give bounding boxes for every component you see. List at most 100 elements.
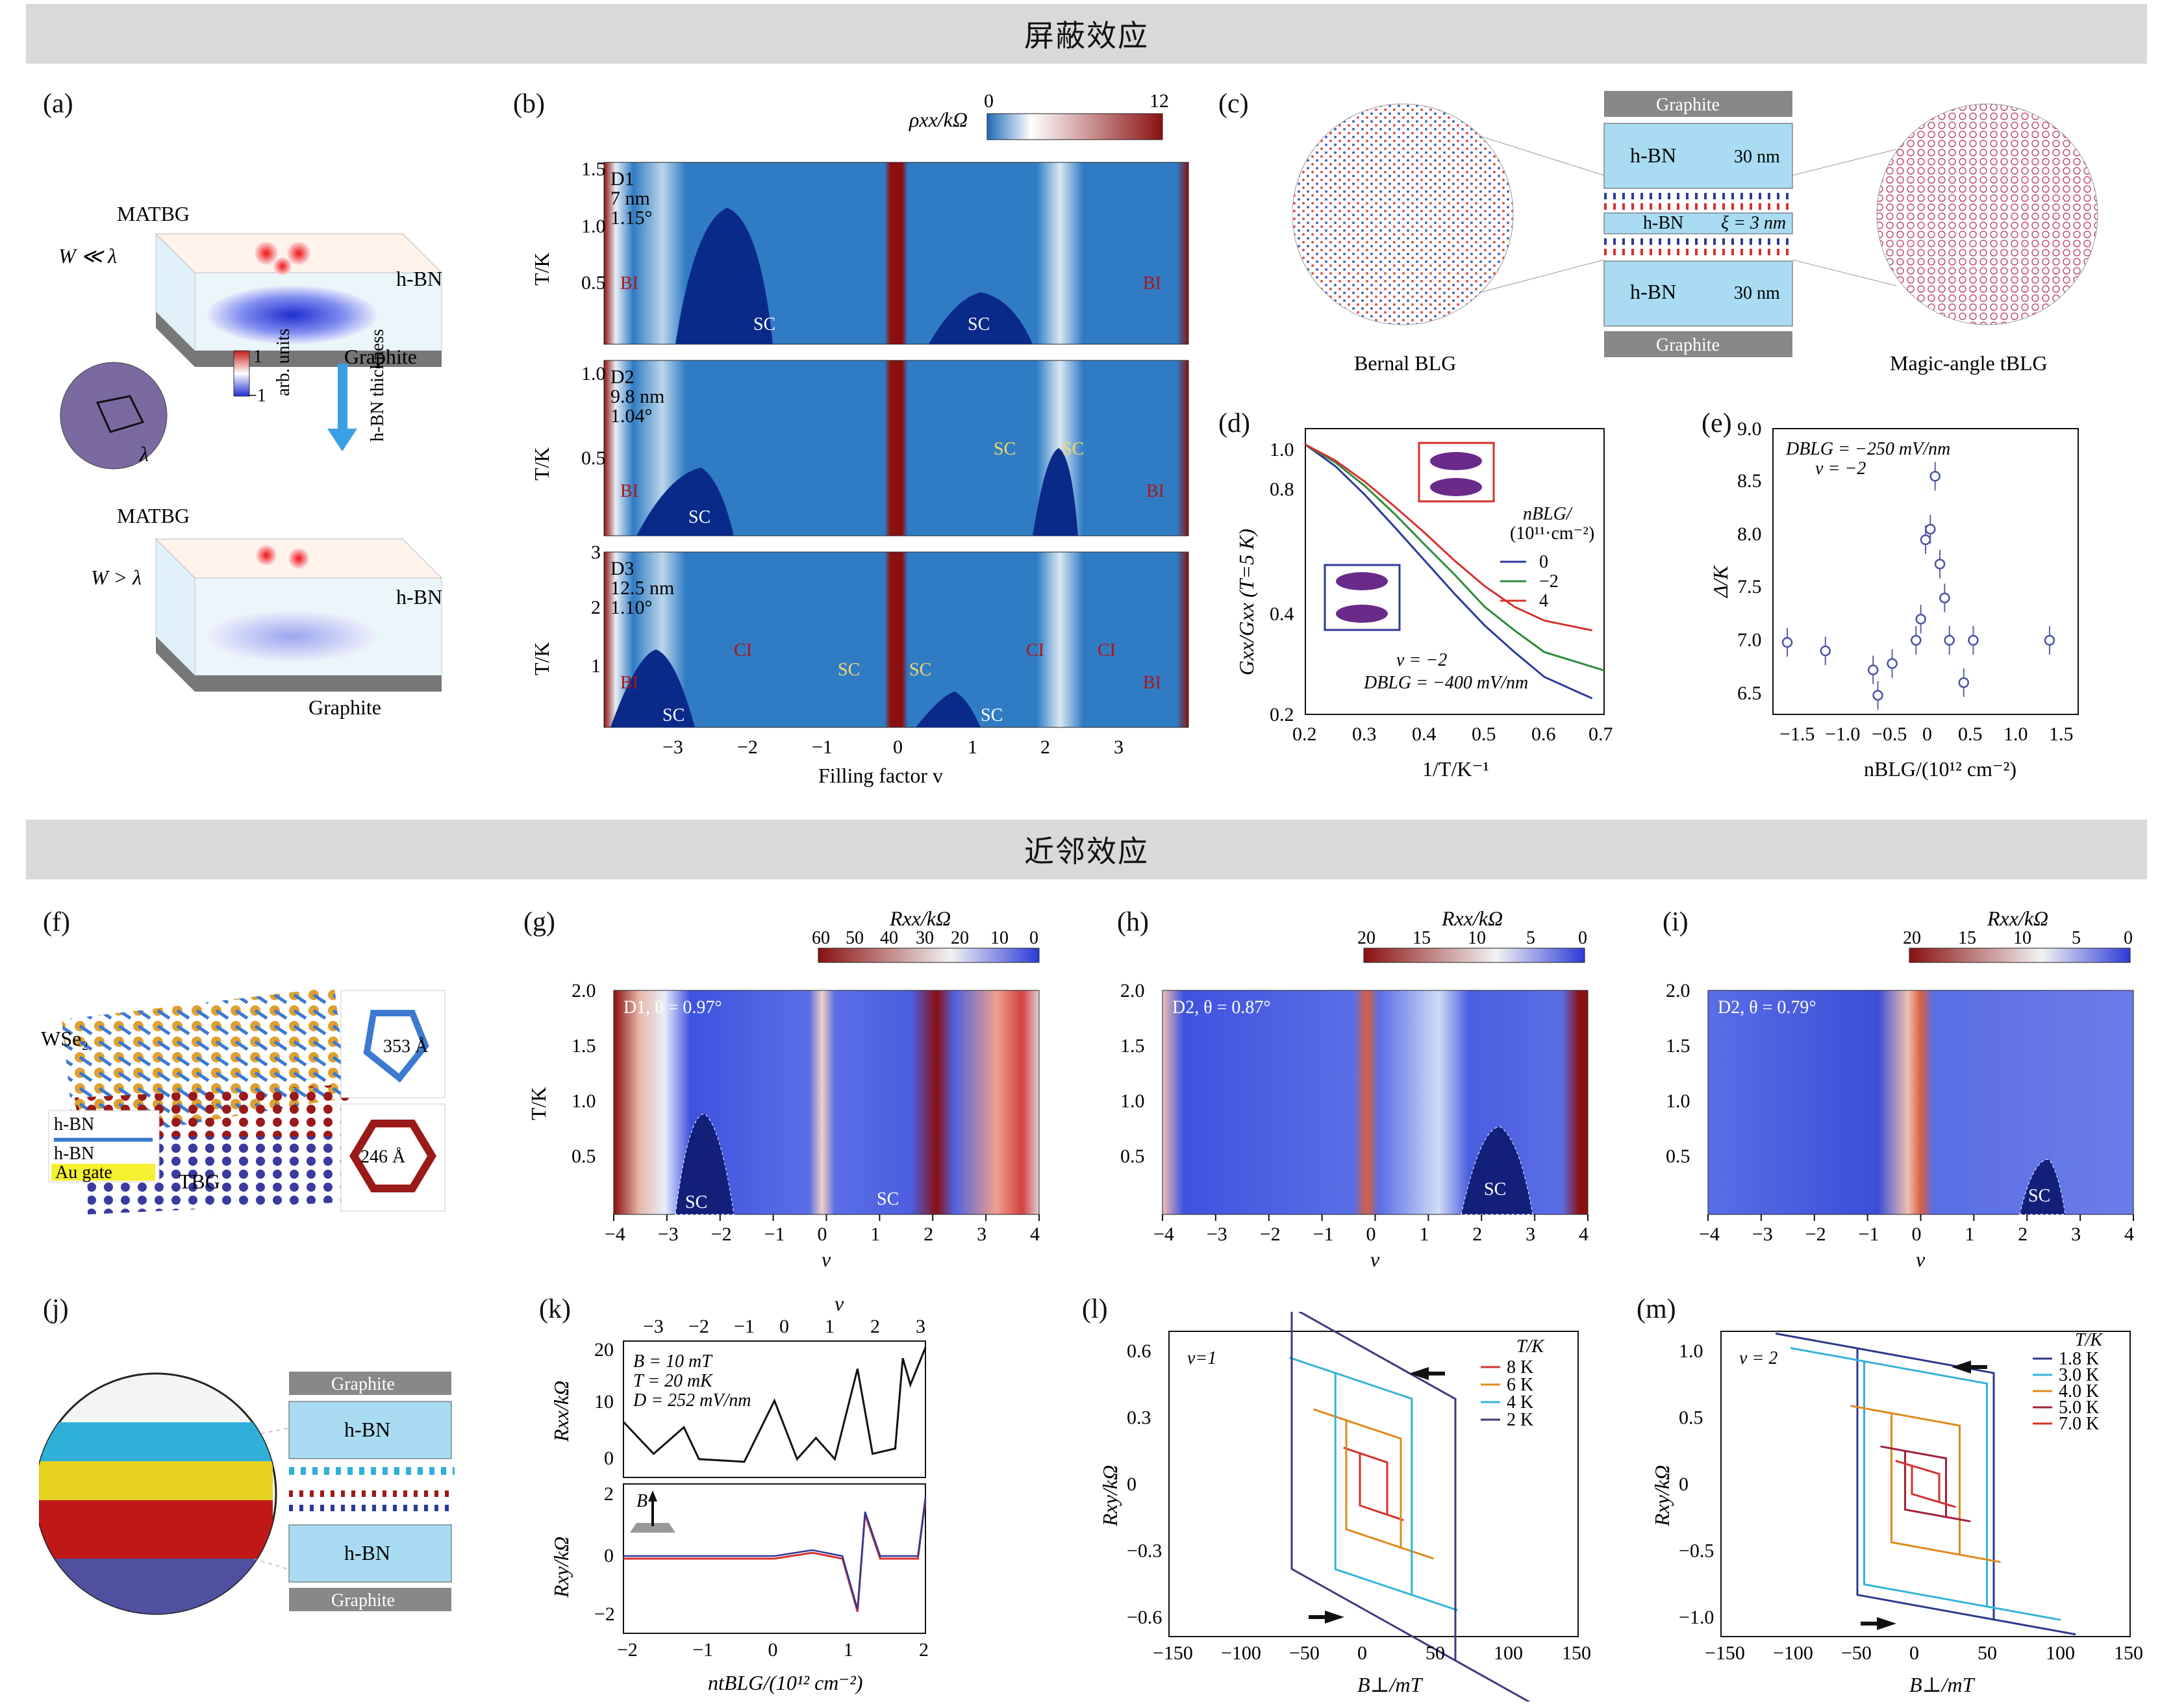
e-point <box>1867 664 1879 675</box>
m-loop-3 <box>1880 1445 1971 1523</box>
d-note1: v = −2 <box>1396 650 1447 670</box>
heatmap-row-d3: D3 12.5 nm 1.10° 3 2 1 BI SC CI SC SC SC… <box>530 542 1189 728</box>
k-xtick: −2 <box>617 1639 638 1661</box>
d1-ylabel: T/K <box>530 252 553 286</box>
h-xlabel: v <box>1370 1248 1380 1270</box>
m-ytick: 0.5 <box>1679 1407 1703 1429</box>
d3-tag: CI <box>734 640 752 660</box>
ghi-xtick: 2 <box>2018 1224 2028 1245</box>
d-legend-title: nBLG/ <box>1523 504 1573 524</box>
g-cbar-tick: 60 <box>812 928 830 948</box>
k-ytick: 10 <box>594 1391 614 1413</box>
l-ytick: 0.3 <box>1127 1407 1151 1429</box>
matbg-box-bottom <box>155 538 443 692</box>
d-xtick: 0.6 <box>1531 723 1556 745</box>
ghi-yticks: 2.0 1.5 1.0 0.5 2.0 1.5 1.0 0.5 2.0 1.5 … <box>572 980 1690 1167</box>
j-hbn-top: h-BN <box>344 1418 390 1441</box>
d2-ytick: 0.5 <box>581 447 606 469</box>
m-loop-2 <box>1850 1405 2001 1563</box>
scale-max: 1 <box>253 347 262 367</box>
l-xtick: −100 <box>1221 1642 1261 1664</box>
e-ytick: 8.0 <box>1737 523 1762 545</box>
d1-tag: BI <box>620 273 638 294</box>
m-xtick: 150 <box>2114 1642 2143 1664</box>
f-hbn2: h-BN <box>54 1144 94 1164</box>
matbg-label-bottom: MATBG <box>117 504 190 527</box>
d3-angle: 1.10° <box>610 597 653 618</box>
ghi-xtick: 2 <box>923 1224 933 1245</box>
b-cbar-max: 12 <box>1149 91 1169 112</box>
e-xtick: −1.5 <box>1779 723 1815 745</box>
e-point <box>1925 523 1936 535</box>
heatmap-row-d2: D2 9.8 nm 1.04° 1.0 0.5 BI SC SC SC BI T… <box>530 360 1189 536</box>
l-xtick: 150 <box>1562 1642 1591 1664</box>
d-legend-0: 0 <box>1539 552 1548 572</box>
c-hbn-bot: h-BN <box>1630 280 1676 303</box>
m-plot-frame <box>1720 1331 2131 1637</box>
d3-tag: BI <box>620 673 638 693</box>
d1-angle: 1.15° <box>610 207 653 229</box>
d2-tag: SC <box>1062 439 1084 459</box>
ghi-xtick: −4 <box>1699 1224 1720 1245</box>
h-cbar-tick: 10 <box>1468 928 1486 948</box>
k-ytick: 0 <box>604 1545 614 1566</box>
k-ytick: 0 <box>604 1448 614 1469</box>
l-ytick: −0.6 <box>1127 1607 1162 1628</box>
e-xtick: −0.5 <box>1872 723 1907 745</box>
ghi-xtick: −1 <box>1859 1224 1879 1245</box>
m-loop-4 <box>1895 1459 1956 1509</box>
l-xtick: −150 <box>1153 1642 1193 1664</box>
j-graphite-bottom-layer <box>289 1588 451 1611</box>
m-v: v = 2 <box>1739 1348 1777 1368</box>
e-xtick: 0.5 <box>1958 723 1983 745</box>
m-ytick: 0 <box>1679 1474 1689 1495</box>
ghi-xtick: 3 <box>1526 1224 1535 1245</box>
w-large-label: W > λ <box>91 566 142 589</box>
d3-ytick: 1 <box>591 655 601 677</box>
d1-tag: BI <box>1143 273 1161 294</box>
c-hbn-top: h-BN <box>1630 144 1676 167</box>
d1-tag: SC <box>968 314 990 334</box>
g-ytick: 1.5 <box>572 1035 596 1057</box>
heatmap-row-d1: D1 7 nm 1.15° 1.5 1.0 0.5 BI SC SC BI T/… <box>530 158 1189 345</box>
m-xlabel: B⊥/mT <box>1909 1673 1976 1696</box>
panel-i: Rxx/kΩ 20 15 10 5 0 D2, θ = 0.79° SC <box>1707 907 2134 1215</box>
i-cbar-tick: 0 <box>2124 928 2133 948</box>
e-point <box>1887 658 1898 670</box>
k-top-tick: −2 <box>688 1316 709 1337</box>
k-top-tick: 1 <box>825 1316 835 1337</box>
k-note3: D = 252 mV/nm <box>633 1390 751 1411</box>
c-thick-top: 30 nm <box>1734 147 1780 167</box>
l-xtick: 100 <box>1494 1642 1523 1664</box>
d-legend-unit: (10¹¹·cm⁻²) <box>1510 523 1594 544</box>
i-cbar-tick: 15 <box>1958 928 1976 948</box>
ghi-xtick: 4 <box>1579 1224 1589 1245</box>
e-ytick: 7.5 <box>1737 576 1762 597</box>
b-xtick: −1 <box>812 736 833 758</box>
d2-name: D2 <box>610 366 634 388</box>
b-colorbar <box>986 113 1163 140</box>
i-title: D2, θ = 0.79° <box>1718 998 1816 1018</box>
i-cbar-tick: 20 <box>1903 928 1921 948</box>
k-top-axis-label: v <box>835 1292 844 1315</box>
m-legend-3: 5.0 K <box>2059 1398 2099 1418</box>
e-plot-frame <box>1772 428 2079 715</box>
ghi-xtick: −3 <box>1207 1224 1227 1245</box>
i-colorbar <box>1909 948 2131 963</box>
panel-l-chart: v=1 T/K 8 K 6 K 4 K 2 K 0.60.30−0.3−0.6 … <box>1098 1312 1591 1702</box>
e-point <box>1968 634 1979 646</box>
thickness-arrow-icon <box>327 364 357 451</box>
m-xtick: −100 <box>1773 1642 1813 1664</box>
ghi-xtick: −4 <box>605 1224 625 1245</box>
d2-tag: SC <box>994 439 1016 459</box>
ghi-xtick: 2 <box>1472 1224 1482 1245</box>
m-legend-0: 1.8 K <box>2059 1349 2099 1369</box>
e-ytick: 6.5 <box>1737 683 1762 704</box>
panels-ghi-heatmaps: Rxx/kΩ 60 50 40 30 20 10 0 D1, θ = 0.97°… <box>527 907 2134 1270</box>
graphite-label-bottom: Graphite <box>308 696 381 719</box>
g-sc: SC <box>877 1189 899 1209</box>
panel-label-a: (a) <box>43 89 73 119</box>
panel-h: Rxx/kΩ 20 15 10 5 0 D2, θ = 0.87° SC <box>1162 907 1589 1215</box>
l-xtick: 50 <box>1426 1642 1445 1664</box>
b-xtick: 0 <box>893 736 903 758</box>
